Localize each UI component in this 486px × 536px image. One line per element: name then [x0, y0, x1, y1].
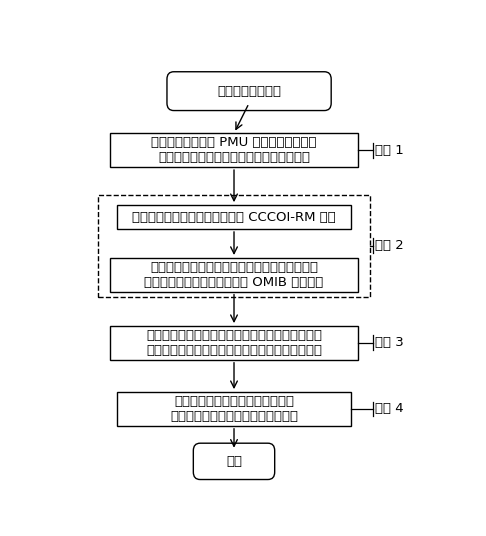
Text: 结束: 结束: [226, 455, 242, 468]
Text: 得到振荡两群的等值机械输入功率、等值电气输
出功率和惯量中心运动速度的 OMIB 映像轨迹: 得到振荡两群的等值机械输入功率、等值电气输 出功率和惯量中心运动速度的 OMIB…: [144, 261, 324, 289]
Text: 按统一时标汇集由 PMU 采集到的各发电机
转速、机械功率和电气功率的时间响应曲线: 按统一时标汇集由 PMU 采集到的各发电机 转速、机械功率和电气功率的时间响应曲…: [151, 136, 317, 164]
Bar: [117, 392, 351, 426]
Text: 比较振荡两群的等值加速功率轨迹与两群间相对运
动速度轨迹的稳态相位关系，定位扰动源所在机群: 比较振荡两群的等值加速功率轨迹与两群间相对运 动速度轨迹的稳态相位关系，定位扰动…: [146, 329, 322, 357]
Text: 获取实测受扰轨迹: 获取实测受扰轨迹: [217, 85, 281, 98]
Text: 比较扰动源所在机群中不同机组转
速暂态轨迹之间的相位，定位扰动源: 比较扰动源所在机群中不同机组转 速暂态轨迹之间的相位，定位扰动源: [170, 395, 298, 423]
Bar: [110, 326, 358, 360]
Text: 步骤 2: 步骤 2: [375, 240, 404, 252]
Text: 按照实测轨迹划分互补群，进行 CCCOI-RM 变换: 按照实测轨迹划分互补群，进行 CCCOI-RM 变换: [132, 211, 336, 224]
Text: 步骤 4: 步骤 4: [375, 403, 404, 415]
Bar: [110, 258, 358, 292]
FancyBboxPatch shape: [193, 443, 275, 480]
Bar: [98, 195, 369, 297]
FancyBboxPatch shape: [167, 72, 331, 110]
Text: 步骤 1: 步骤 1: [375, 144, 404, 157]
Bar: [117, 205, 351, 229]
Bar: [110, 133, 358, 167]
Text: 步骤 3: 步骤 3: [375, 337, 404, 349]
